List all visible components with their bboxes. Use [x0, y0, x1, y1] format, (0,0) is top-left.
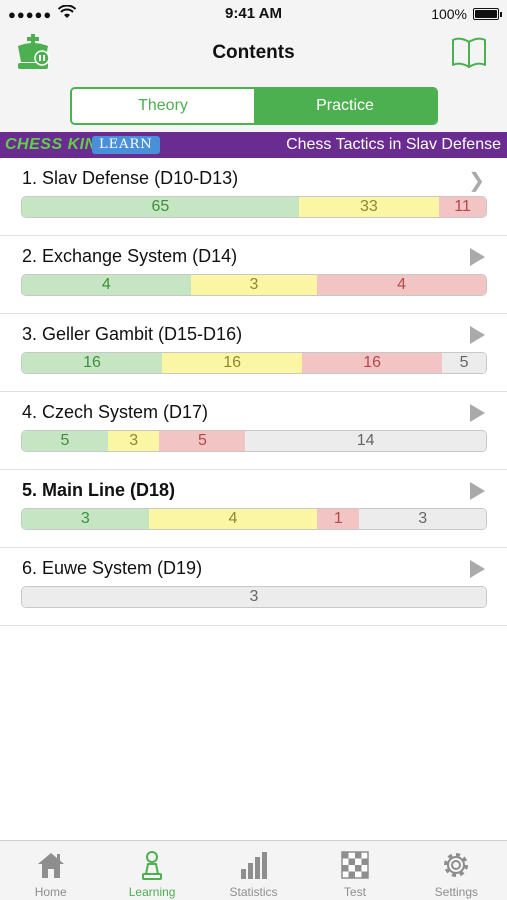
chapter-title: 6. Euwe System (D19) [22, 558, 203, 578]
mode-switch-area: Theory Practice [0, 80, 507, 132]
wrong-segment: 11 [439, 197, 486, 217]
tab-settings[interactable]: Settings [406, 841, 507, 900]
progress-bar: 3 [21, 586, 487, 608]
play-icon[interactable] [470, 482, 485, 500]
tab-label: Settings [434, 885, 478, 899]
learn-badge: LEARN [92, 136, 160, 154]
wrong-segment: 5 [159, 431, 246, 451]
gear-icon [444, 853, 469, 877]
chapter-row[interactable]: 6. Euwe System (D19) 3 [0, 548, 507, 626]
progress-bar: 65 33 11 [21, 196, 487, 218]
battery-percent: 100% [431, 6, 467, 22]
tab-label: Home [34, 885, 67, 899]
correct-segment: 16 [22, 353, 163, 373]
wifi-icon [58, 5, 76, 18]
chapter-title: 1. Slav Defense (D10-D13) [22, 168, 239, 188]
wrong-segment: 16 [302, 353, 443, 373]
theory-tab[interactable]: Theory [72, 89, 254, 123]
partial-segment: 3 [107, 431, 160, 451]
chapter-row[interactable]: 1. Slav Defense (D10-D13) ❯ 65 33 11 [0, 158, 507, 236]
practice-tab[interactable]: Practice [254, 89, 436, 123]
wrong-segment: 1 [317, 509, 360, 529]
tab-home[interactable]: Home [0, 841, 101, 900]
play-icon[interactable] [470, 560, 485, 578]
status-bar: ●●●●● 9:41 AM 100% [0, 0, 507, 28]
play-icon[interactable] [470, 326, 485, 344]
chapter-row[interactable]: 4. Czech System (D17) 5 3 5 14 [0, 392, 507, 470]
pawn-icon [142, 851, 163, 880]
tab-learning[interactable]: Learning [101, 841, 202, 900]
chess-king-logo-icon[interactable] [12, 32, 54, 74]
tab-statistics[interactable]: Statistics [203, 841, 304, 900]
book-icon[interactable] [451, 36, 487, 68]
brand-logo: CHESS KING [5, 136, 110, 153]
unsolved-segment: 3 [359, 509, 486, 529]
bar-chart-icon [240, 852, 267, 879]
play-icon[interactable] [470, 248, 485, 266]
partial-segment: 4 [148, 509, 318, 529]
chapter-list: 1. Slav Defense (D10-D13) ❯ 65 33 11 2. Ex… [0, 158, 507, 626]
tab-label: Test [343, 885, 366, 899]
nav-bar: Contents [0, 28, 507, 80]
unsolved-segment: 3 [22, 587, 486, 607]
chapter-title: 5. Main Line (D18) [22, 480, 176, 500]
progress-bar: 5 3 5 14 [21, 430, 487, 452]
partial-segment: 3 [190, 275, 318, 295]
course-banner: CHESS KING LEARN Chess Tactics in Slav D… [0, 132, 507, 158]
tab-bar: Home Learning Statistics Tes [0, 840, 507, 900]
chessboard-icon [341, 851, 369, 879]
page-title: Contents [212, 42, 295, 63]
chevron-right-icon: ❯ [468, 170, 485, 192]
tab-label: Learning [128, 885, 176, 899]
partial-segment: 16 [162, 353, 303, 373]
wrong-segment: 4 [317, 275, 486, 295]
correct-segment: 4 [22, 275, 191, 295]
progress-bar: 16 16 16 5 [21, 352, 487, 374]
course-title: Chess Tactics in Slav Defense [286, 136, 501, 153]
clock: 9:41 AM [225, 5, 282, 22]
chapter-title: 4. Czech System (D17) [22, 402, 209, 422]
partial-segment: 33 [298, 197, 440, 217]
chapter-title: 3. Geller Gambit (D15-D16) [22, 324, 243, 344]
correct-segment: 5 [22, 431, 108, 451]
battery-icon [473, 8, 502, 20]
home-icon [37, 853, 64, 878]
correct-segment: 65 [22, 197, 299, 217]
correct-segment: 3 [22, 509, 149, 529]
play-icon[interactable] [470, 404, 485, 422]
tab-label: Statistics [229, 885, 278, 899]
unsolved-segment: 5 [442, 353, 486, 373]
tab-test[interactable]: Test [304, 841, 405, 900]
unsolved-segment: 14 [245, 431, 486, 451]
chapter-row[interactable]: 3. Geller Gambit (D15-D16) 16 16 16 5 [0, 314, 507, 392]
signal-indicator: ●●●●● [8, 7, 53, 22]
chapter-title: 2. Exchange System (D14) [22, 246, 238, 266]
mode-segmented-control: Theory Practice [70, 87, 438, 125]
